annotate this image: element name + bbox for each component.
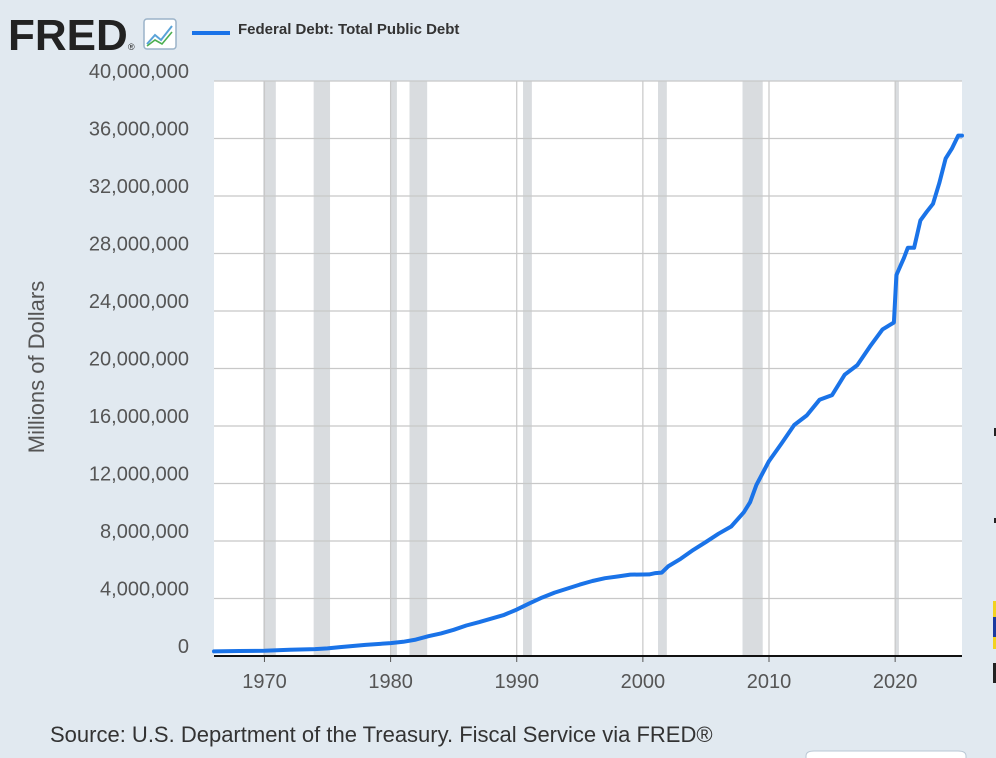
fred-registered-mark: ®	[128, 42, 135, 52]
x-tick-label: 1970	[242, 671, 287, 693]
header: FRED ®	[8, 11, 177, 60]
series-group	[212, 133, 964, 654]
x-axis-ticks: 1970 1980 1990 2000 2010 2020	[242, 656, 917, 693]
y-tick-label: 20,000,000	[89, 349, 189, 371]
y-axis-title: Millions of Dollars	[24, 281, 49, 453]
y-tick-label: 28,000,000	[89, 234, 189, 256]
source-note: Source: U.S. Department of the Treasury.…	[50, 722, 713, 747]
y-tick-label: 12,000,000	[89, 464, 189, 486]
y-tick-label: 40,000,000	[89, 61, 189, 83]
y-tick-label: 24,000,000	[89, 291, 189, 313]
legend[interactable]: Federal Debt: Total Public Debt	[192, 21, 459, 38]
x-tick-label: 1980	[368, 671, 413, 693]
x-tick-label: 2020	[873, 671, 918, 693]
y-tick-label: 0	[178, 636, 189, 658]
trend-line-chart-icon	[143, 18, 177, 50]
legend-label: Federal Debt: Total Public Debt	[238, 21, 459, 38]
fred-logo-text[interactable]: FRED	[8, 11, 128, 60]
y-axis-ticks: 0 4,000,000 8,000,000 12,000,000 16,000,000 2…	[89, 61, 189, 658]
y-tick-label: 16,000,000	[89, 406, 189, 428]
x-tick-label: 2010	[747, 671, 792, 693]
y-tick-label: 4,000,000	[100, 579, 189, 601]
offscreen-page-fragment	[993, 428, 996, 683]
series-line-0[interactable]	[212, 133, 964, 654]
y-tick-label: 8,000,000	[100, 521, 189, 543]
horizontal-gridlines	[214, 80, 962, 600]
x-tick-label: 1990	[494, 671, 539, 693]
y-tick-label: 32,000,000	[89, 176, 189, 198]
y-tick-label: 36,000,000	[89, 119, 189, 141]
x-tick-label: 2000	[621, 671, 666, 693]
edit-graph-button-edge[interactable]	[805, 750, 967, 758]
